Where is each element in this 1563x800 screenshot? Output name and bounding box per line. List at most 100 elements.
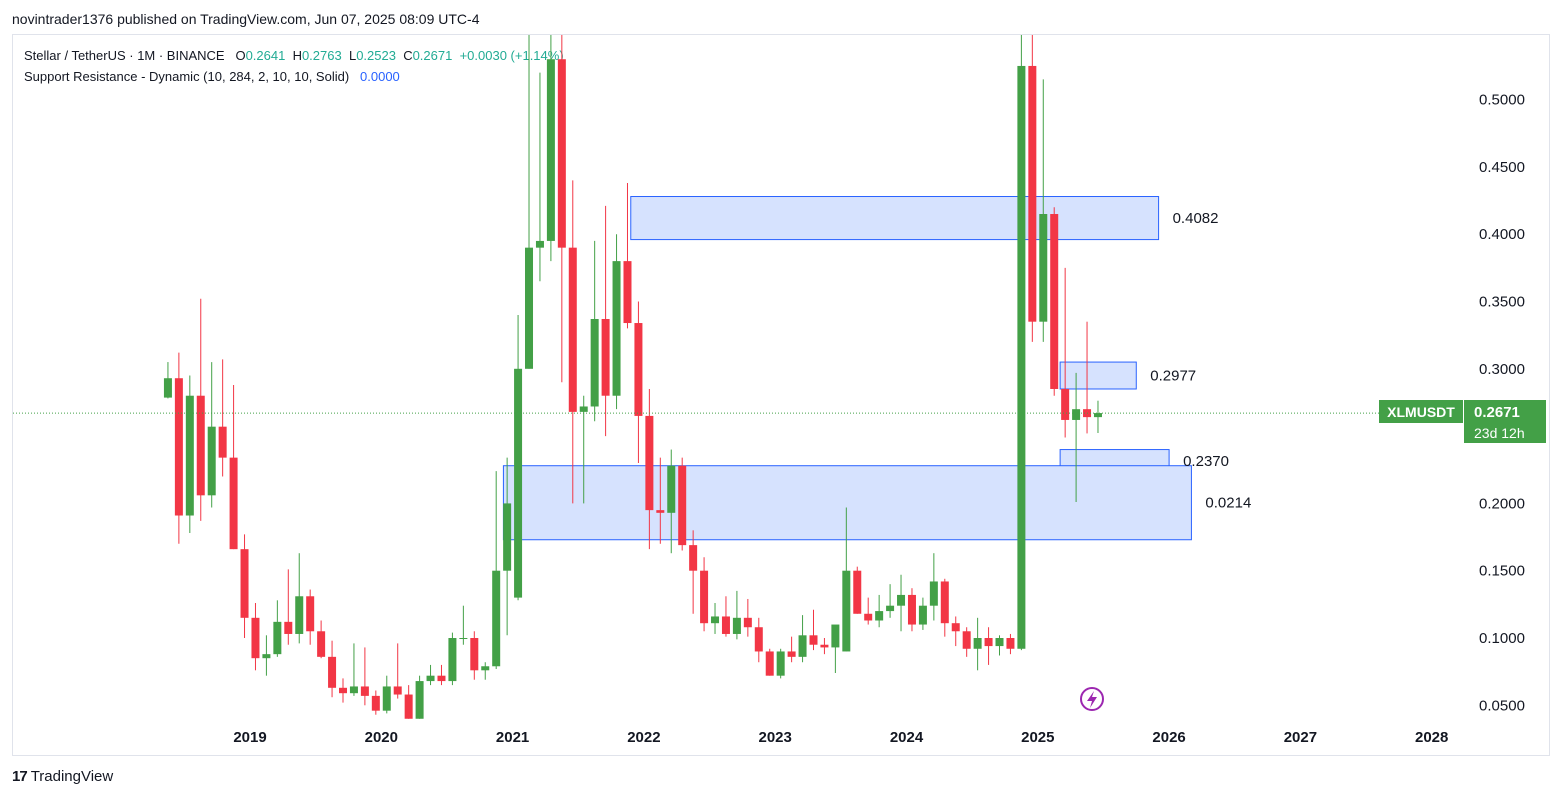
candle-2020-08 — [459, 605, 468, 645]
x-tick-label: 2026 — [1152, 729, 1185, 746]
legend-indicator-row: Support Resistance - Dynamic (10, 284, 2… — [24, 66, 564, 87]
zone-box-3[interactable] — [502, 465, 1192, 541]
y-tick-label: 0.0500 — [1479, 697, 1525, 714]
price-tag: XLMUSDT 0.2671 23d 12h — [1379, 400, 1546, 443]
candle-2023-03 — [798, 615, 807, 663]
candle-2022-01 — [645, 388, 654, 550]
candle-2023-04 — [809, 609, 818, 651]
price-tag-symbol: XLMUSDT — [1387, 404, 1455, 420]
lightning-icon[interactable] — [1080, 687, 1104, 711]
time-axis[interactable]: 2019 2020 2021 2022 2023 2024 2025 2026 2027 2028 — [233, 729, 1448, 746]
candle-2020-09 — [470, 631, 479, 680]
candle-2020-07 — [448, 632, 457, 686]
y-tick-label: 0.3000 — [1479, 361, 1525, 378]
candlestick-series — [163, 35, 1102, 719]
legend-symbol[interactable]: Stellar / TetherUS · 1M · BINANCE — [24, 48, 225, 63]
candle-2018-12 — [240, 534, 249, 638]
candle-2019-03 — [273, 600, 282, 657]
candle-2018-11 — [229, 384, 238, 550]
y-tick-label: 0.4500 — [1479, 159, 1525, 176]
y-tick-label: 0.5000 — [1479, 92, 1525, 109]
legend-l-label: L — [348, 48, 357, 63]
price-tag-price-bg — [1464, 400, 1546, 443]
candle-2021-04 — [546, 35, 555, 262]
candle-2024-09 — [995, 635, 1004, 656]
candle-2023-11 — [886, 584, 895, 618]
footer-branding[interactable]: 17 TradingView — [12, 768, 113, 785]
candle-2024-05 — [951, 616, 960, 647]
footer-brand-text: TradingView — [30, 768, 114, 785]
candle-2020-05 — [426, 664, 435, 686]
candle-2021-01 — [514, 314, 523, 601]
price-tag-price: 0.2671 — [1474, 404, 1520, 421]
price-axis[interactable]: 0.5000 0.4500 0.4000 0.3500 0.3000 0.2000 0.15… — [1479, 92, 1525, 715]
candle-2025-04 — [1072, 372, 1081, 503]
candle-2020-02 — [393, 643, 402, 699]
y-tick-label: 0.3500 — [1479, 294, 1525, 311]
price-tag-symbol-bg — [1379, 400, 1463, 423]
zone-box-0[interactable] — [630, 196, 1160, 241]
candle-2024-11 — [1017, 35, 1026, 651]
x-tick-label: 2027 — [1284, 729, 1317, 746]
candle-2023-07 — [842, 507, 851, 652]
candle-2019-08 — [328, 640, 337, 698]
legend-indicator-name[interactable]: Support Resistance - Dynamic (10, 284, 2… — [24, 69, 350, 84]
candle-2024-06 — [962, 627, 971, 657]
y-tick-label: 0.4000 — [1479, 226, 1525, 243]
candle-2024-02 — [918, 597, 927, 630]
zone-label-3: 0.0214 — [1205, 495, 1251, 512]
candle-2023-10 — [875, 594, 884, 628]
candle-2025-01 — [1039, 79, 1048, 342]
candle-2021-11 — [623, 183, 632, 329]
published-by-line: novintrader1376 published on TradingView… — [12, 11, 480, 27]
candle-2019-10 — [349, 643, 358, 696]
candle-2025-02 — [1050, 207, 1059, 396]
candle-2021-08 — [590, 240, 599, 422]
x-tick-label: 2025 — [1021, 729, 1054, 746]
x-tick-label: 2019 — [233, 729, 266, 746]
candle-2022-03 — [667, 449, 676, 554]
candle-2019-05 — [295, 553, 304, 644]
zone-box-1[interactable] — [1059, 361, 1137, 390]
y-tick-label: 0.1000 — [1479, 630, 1525, 647]
candle-2022-06 — [700, 557, 709, 632]
legend-h-label: H — [292, 48, 302, 63]
zone-label-0: 0.4082 — [1173, 210, 1219, 227]
candle-2024-01 — [907, 588, 916, 632]
zone-labels: 0.4082 0.2977 0.2370 0.0214 — [1150, 210, 1251, 512]
candle-2019-06 — [306, 589, 315, 645]
candle-2022-08 — [721, 596, 730, 637]
candle-2024-03 — [929, 553, 938, 621]
x-tick-label: 2028 — [1415, 729, 1448, 746]
candle-2024-07 — [973, 617, 982, 671]
candle-2020-04 — [415, 675, 424, 719]
candle-2020-03 — [404, 685, 413, 719]
chart-legend: Stellar / TetherUS · 1M · BINANCE O0.264… — [24, 45, 564, 87]
candle-2023-12 — [897, 574, 906, 632]
candle-2021-12 — [634, 301, 643, 464]
candle-2018-05 — [163, 362, 172, 399]
candle-2021-03 — [535, 72, 544, 282]
candle-2021-07 — [579, 395, 588, 504]
candle-2020-11 — [492, 471, 501, 669]
candle-2023-09 — [864, 597, 873, 625]
x-tick-label: 2023 — [759, 729, 792, 746]
candle-2021-09 — [601, 205, 610, 437]
candle-2024-12 — [1028, 35, 1037, 342]
candle-2023-05 — [820, 638, 829, 655]
candle-2018-07 — [185, 375, 194, 534]
candle-2025-03 — [1061, 267, 1070, 438]
candle-2023-02 — [787, 636, 796, 663]
legend-o-value: 0.2641 — [245, 48, 286, 63]
price-tag-countdown: 23d 12h — [1474, 425, 1525, 441]
candle-2022-04 — [678, 457, 687, 551]
x-tick-label: 2021 — [496, 729, 529, 746]
candle-2020-10 — [481, 662, 490, 680]
candle-2025-06 — [1093, 400, 1102, 434]
candle-2018-09 — [207, 362, 216, 508]
zone-label-2: 0.2370 — [1183, 453, 1229, 470]
chart-frame — [12, 34, 1550, 756]
legend-l-value: 0.2523 — [356, 48, 396, 63]
y-tick-label: 0.1500 — [1479, 563, 1525, 580]
